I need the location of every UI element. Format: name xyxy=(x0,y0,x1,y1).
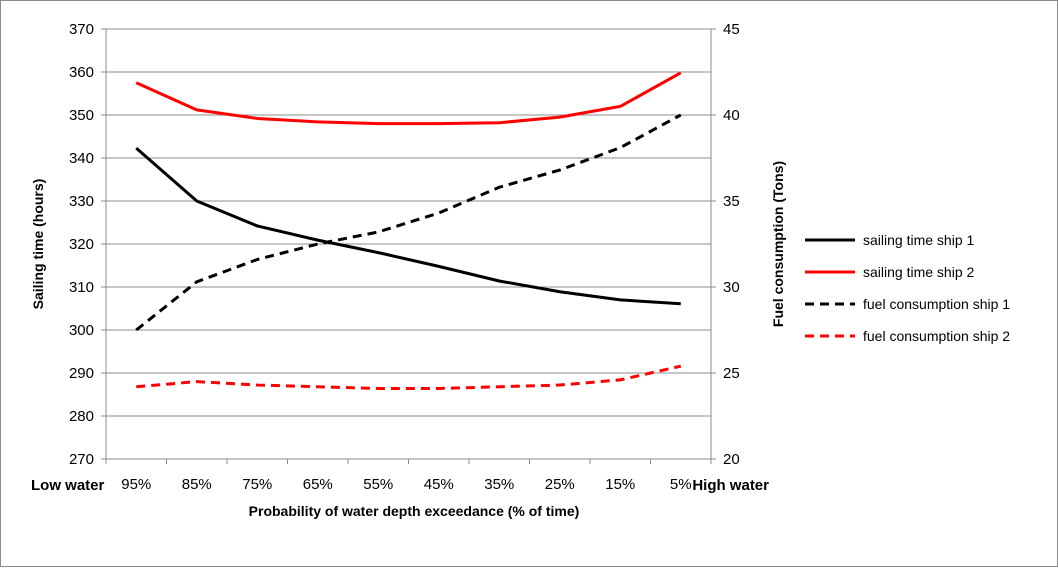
x-tick-label: 75% xyxy=(242,476,272,493)
series-line-2 xyxy=(135,71,682,126)
x-tick-label: 55% xyxy=(363,476,393,493)
legend-label: sailing time ship 2 xyxy=(863,264,974,280)
x-tick-label: 25% xyxy=(545,476,575,493)
series-line-4 xyxy=(136,364,682,390)
left-tick-label: 330 xyxy=(69,193,94,210)
right-tick-label: 45 xyxy=(723,21,740,38)
x-axis-ticks: 95% 85% 75% 65% 55% 45% 35% 25% 15% 5% xyxy=(105,459,712,493)
x-tick-label: 65% xyxy=(303,476,333,493)
legend-label: fuel consumption ship 2 xyxy=(863,328,1010,344)
legend: sailing time ship 1 sailing time ship 2 fu… xyxy=(805,232,1010,344)
right-tick-label: 20 xyxy=(723,451,740,468)
series-lines xyxy=(135,71,682,390)
left-tick-label: 310 xyxy=(69,279,94,296)
right-axis-title: Fuel consumption (Tons) xyxy=(770,161,786,327)
left-tick-label: 290 xyxy=(69,365,94,382)
left-axis-title: Sailing time (hours) xyxy=(30,179,46,310)
x-tick-label: 85% xyxy=(182,476,212,493)
series-line-3 xyxy=(135,113,682,332)
right-tick-label: 30 xyxy=(723,279,740,296)
x-tick-label: 45% xyxy=(424,476,454,493)
left-tick-label: 360 xyxy=(69,64,94,81)
left-tick-label: 370 xyxy=(69,21,94,38)
x-extreme-right: High water xyxy=(692,477,769,494)
series-line-1 xyxy=(135,146,681,306)
left-tick-label: 280 xyxy=(69,408,94,425)
x-tick-label: 5% xyxy=(670,476,692,493)
right-tick-label: 40 xyxy=(723,107,740,124)
x-tick-label: 35% xyxy=(484,476,514,493)
left-axis-ticks: 270 280 290 300 310 320 330 340 350 360 370 xyxy=(69,21,106,468)
right-axis-ticks: 20 25 30 35 40 45 xyxy=(711,21,740,468)
legend-label: fuel consumption ship 1 xyxy=(863,296,1010,312)
x-tick-label: 15% xyxy=(605,476,635,493)
left-tick-label: 320 xyxy=(69,236,94,253)
gridlines xyxy=(106,28,711,460)
right-tick-label: 35 xyxy=(723,193,740,210)
left-tick-label: 350 xyxy=(69,107,94,124)
left-tick-label: 270 xyxy=(69,451,94,468)
left-tick-label: 300 xyxy=(69,322,94,339)
legend-label: sailing time ship 1 xyxy=(863,232,974,248)
x-extreme-left: Low water xyxy=(31,477,105,494)
right-tick-label: 25 xyxy=(723,365,740,382)
x-axis-title: Probability of water depth exceedance (%… xyxy=(249,503,580,519)
left-tick-label: 340 xyxy=(69,150,94,167)
x-tick-label: 95% xyxy=(121,476,151,493)
